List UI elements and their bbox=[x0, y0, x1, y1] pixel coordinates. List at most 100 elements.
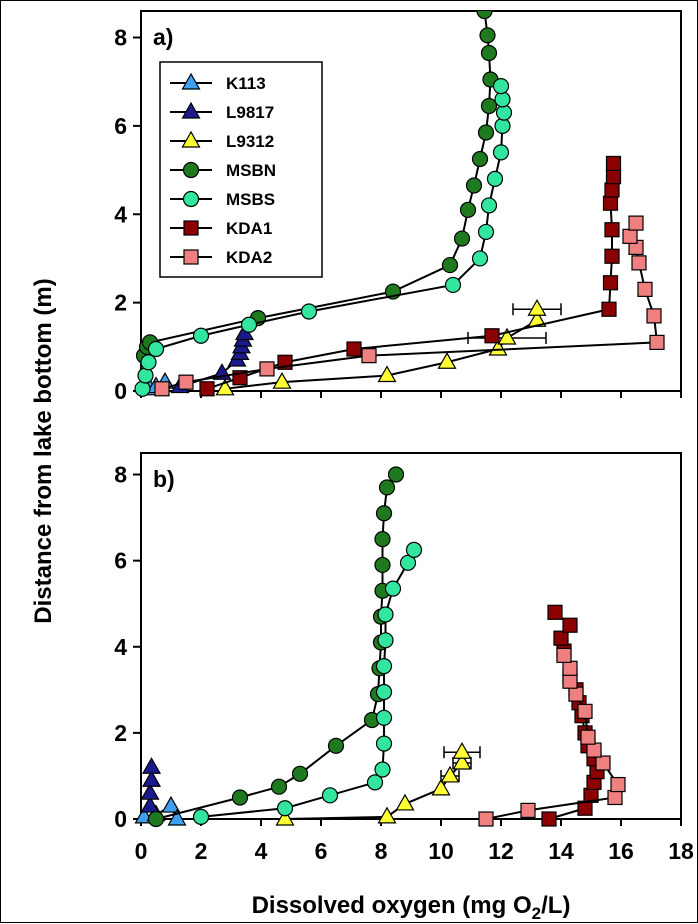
data-point bbox=[494, 117, 511, 134]
data-point bbox=[161, 795, 181, 813]
data-layer bbox=[134, 11, 665, 397]
data-point bbox=[147, 810, 165, 828]
data-point bbox=[562, 660, 578, 676]
series-kda1 bbox=[199, 155, 622, 397]
data-point bbox=[300, 303, 318, 320]
data-point bbox=[387, 466, 405, 483]
data-point bbox=[137, 367, 154, 384]
data-point bbox=[577, 703, 593, 719]
data-point bbox=[497, 327, 517, 345]
data-point bbox=[495, 104, 513, 121]
legend-marker bbox=[181, 130, 201, 148]
data-point bbox=[141, 757, 162, 774]
legend-entry-k113: K113 bbox=[170, 72, 266, 93]
data-point bbox=[494, 91, 511, 108]
x-tick-label: 14 bbox=[548, 838, 574, 864]
data-point bbox=[374, 761, 391, 778]
data-point bbox=[375, 505, 393, 522]
data-point bbox=[440, 765, 460, 783]
data-point bbox=[601, 301, 617, 317]
data-point bbox=[492, 144, 510, 161]
y-tick-label: 8 bbox=[114, 462, 127, 488]
data-point bbox=[378, 479, 396, 496]
data-point bbox=[480, 197, 498, 214]
series-l9817 bbox=[170, 323, 255, 394]
y-tick-label: 6 bbox=[114, 113, 127, 139]
data-point bbox=[167, 808, 187, 826]
data-point bbox=[395, 793, 415, 811]
data-point bbox=[321, 787, 339, 804]
data-point bbox=[471, 150, 489, 168]
data-point bbox=[437, 352, 457, 369]
data-point bbox=[586, 742, 602, 758]
data-point bbox=[602, 275, 619, 291]
legend-label: KDA2 bbox=[226, 248, 272, 267]
data-point bbox=[375, 735, 393, 752]
x-tick-label: 10 bbox=[428, 838, 454, 864]
data-point bbox=[199, 381, 215, 397]
series-msbs bbox=[192, 541, 423, 825]
series-line bbox=[155, 473, 397, 820]
data-point bbox=[377, 806, 397, 824]
data-point bbox=[154, 381, 170, 397]
data-point bbox=[215, 378, 235, 396]
series-l9817 bbox=[140, 757, 162, 813]
data-point bbox=[471, 250, 489, 267]
series-kda1 bbox=[541, 604, 605, 827]
y-tick-label: 4 bbox=[114, 201, 127, 227]
data-point bbox=[547, 604, 563, 620]
panel-b: 0 2 4 6 8 b) bbox=[114, 452, 682, 832]
data-point bbox=[562, 673, 578, 689]
data-point bbox=[610, 776, 626, 793]
legend-marker bbox=[183, 220, 199, 236]
y-tick-label: 0 bbox=[114, 806, 127, 832]
data-point bbox=[465, 177, 483, 194]
data-point bbox=[484, 328, 500, 344]
series-l9312 bbox=[275, 742, 481, 826]
data-point bbox=[366, 774, 384, 791]
legend-marker bbox=[181, 72, 201, 90]
legend-label: MSBS bbox=[226, 190, 275, 209]
data-point bbox=[562, 617, 578, 633]
data-point bbox=[649, 334, 665, 350]
data-point bbox=[477, 223, 495, 241]
data-point bbox=[276, 800, 294, 817]
data-point bbox=[604, 248, 620, 264]
x-tick-label: 8 bbox=[375, 838, 388, 864]
x-tick-label: 16 bbox=[608, 838, 634, 864]
data-point bbox=[275, 808, 295, 826]
plot-area-frame bbox=[140, 10, 682, 392]
y-tick-label: 6 bbox=[114, 548, 127, 574]
series-msbn bbox=[147, 466, 405, 828]
series-msbs bbox=[134, 78, 513, 397]
legend-entry-l9817: L9817 bbox=[170, 101, 274, 122]
data-point bbox=[604, 222, 620, 238]
data-point bbox=[384, 580, 402, 597]
data-point bbox=[140, 782, 160, 800]
data-point bbox=[605, 155, 622, 172]
data-point bbox=[374, 556, 391, 574]
data-point bbox=[605, 169, 622, 185]
data-point bbox=[240, 316, 258, 333]
y-tick-label: 8 bbox=[114, 25, 127, 51]
legend-marker bbox=[182, 190, 200, 208]
data-point bbox=[622, 228, 638, 244]
data-point bbox=[374, 531, 391, 548]
data-point bbox=[375, 658, 393, 675]
data-point bbox=[527, 299, 547, 316]
legend-entry-msbs: MSBS bbox=[170, 190, 275, 209]
data-point bbox=[459, 201, 477, 218]
legend-entry-kda2: KDA2 bbox=[170, 248, 272, 267]
data-point bbox=[568, 686, 584, 702]
series-kda2 bbox=[478, 647, 626, 827]
y-tick-label: 2 bbox=[114, 720, 127, 746]
data-point bbox=[192, 808, 210, 825]
data-point bbox=[375, 709, 393, 726]
y-axis-title: Distance from lake bottom (m) bbox=[30, 278, 57, 623]
y-tick-label: 4 bbox=[114, 634, 127, 660]
data-point bbox=[452, 742, 472, 759]
data-point bbox=[178, 374, 194, 390]
panel-label: b) bbox=[153, 466, 175, 492]
